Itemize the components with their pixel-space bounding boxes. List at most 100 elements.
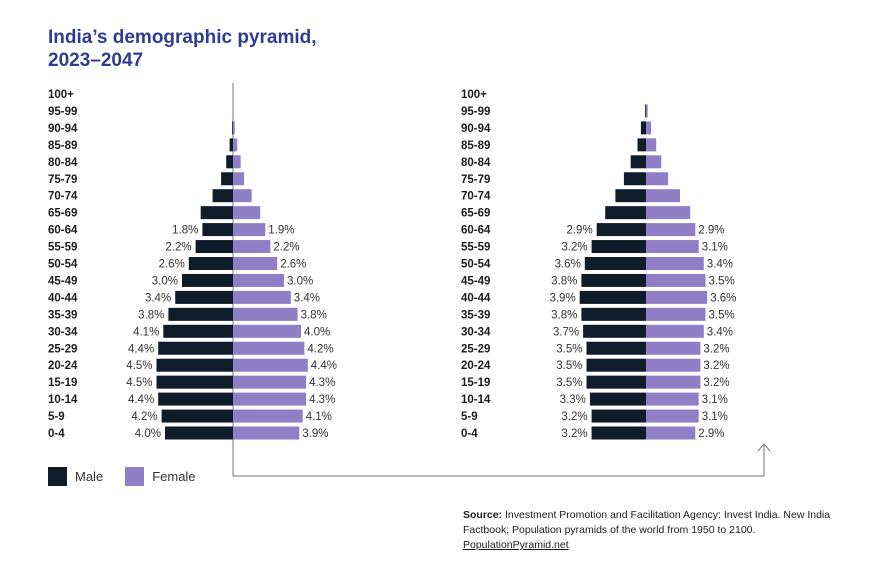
male-value-label: 4.4% xyxy=(128,394,154,406)
female-bar xyxy=(233,189,252,203)
male-bar xyxy=(640,121,646,135)
male-bar xyxy=(605,206,646,220)
female-bar xyxy=(646,341,701,355)
male-bar xyxy=(586,358,646,372)
female-bar xyxy=(646,392,699,406)
female-bar xyxy=(646,290,708,304)
age-label: 15-19 xyxy=(461,377,490,389)
age-label: 0-4 xyxy=(48,428,65,440)
male-bar xyxy=(589,392,646,406)
age-label: 65-69 xyxy=(461,208,490,220)
age-label: 5-9 xyxy=(461,411,478,423)
female-bar xyxy=(646,104,648,118)
male-bar xyxy=(158,341,233,355)
male-bar xyxy=(583,324,646,338)
male-bar xyxy=(637,138,646,152)
age-label: 55-59 xyxy=(461,242,490,254)
male-bar xyxy=(175,290,233,304)
male-bar xyxy=(591,409,646,423)
female-value-label: 4.3% xyxy=(309,377,335,389)
age-label: 85-89 xyxy=(48,140,77,152)
female-bar xyxy=(233,121,235,135)
age-label: 85-89 xyxy=(461,140,490,152)
female-bar xyxy=(646,273,706,287)
female-value-label: 3.5% xyxy=(709,275,735,287)
female-bar xyxy=(233,392,307,406)
male-bar xyxy=(581,307,646,321)
female-value-label: 3.4% xyxy=(707,259,733,271)
male-bar xyxy=(596,223,646,237)
female-bar xyxy=(233,358,308,372)
female-bar xyxy=(646,206,691,220)
male-bar xyxy=(645,104,646,118)
age-label: 5-9 xyxy=(48,411,65,423)
male-bar xyxy=(200,206,233,220)
source-link[interactable]: PopulationPyramid.net xyxy=(463,539,569,551)
female-bar xyxy=(233,307,298,321)
female-bar xyxy=(646,307,706,321)
age-label: 100+ xyxy=(461,89,487,101)
female-bar xyxy=(233,273,284,287)
female-value-label: 3.5% xyxy=(709,309,735,321)
male-bar xyxy=(212,189,233,203)
age-label: 35-39 xyxy=(461,309,490,321)
pyramid-2023: 100+ 95-99 90-94 85-89 80-84 75-79 70-74 65-69 6… xyxy=(48,89,337,440)
female-value-label: 3.2% xyxy=(703,360,729,372)
age-label: 70-74 xyxy=(461,191,491,203)
female-bar xyxy=(646,426,696,440)
female-value-label: 3.0% xyxy=(287,275,313,287)
age-label: 45-49 xyxy=(48,275,77,287)
male-value-label: 3.2% xyxy=(561,411,587,423)
male-bar xyxy=(630,155,646,169)
male-bar xyxy=(202,223,233,237)
male-bar xyxy=(165,426,233,440)
female-value-label: 4.4% xyxy=(311,360,337,372)
age-label: 75-79 xyxy=(461,174,490,186)
age-label: 35-39 xyxy=(48,309,77,321)
female-bar xyxy=(646,257,704,270)
male-value-label: 1.8% xyxy=(172,225,198,237)
male-bar xyxy=(586,341,646,355)
male-value-label: 2.9% xyxy=(566,225,592,237)
female-bar xyxy=(233,290,291,304)
age-label: 70-74 xyxy=(48,191,78,203)
female-bar xyxy=(646,324,704,338)
female-bar xyxy=(233,138,238,152)
age-label: 95-99 xyxy=(461,106,490,118)
male-bar xyxy=(195,240,233,254)
male-bar xyxy=(229,138,233,152)
legend-female-swatch xyxy=(125,467,145,486)
male-value-label: 4.5% xyxy=(126,360,152,372)
age-label: 60-64 xyxy=(461,225,491,237)
male-value-label: 3.2% xyxy=(561,242,587,254)
male-bar xyxy=(188,257,233,270)
male-value-label: 3.6% xyxy=(555,259,581,271)
male-bar xyxy=(581,273,646,287)
male-bar xyxy=(579,290,646,304)
female-value-label: 3.9% xyxy=(302,428,328,440)
chart-title: India’s demographic pyramid, 2023–2047 xyxy=(48,27,317,71)
female-value-label: 3.8% xyxy=(301,309,327,321)
male-value-label: 2.6% xyxy=(159,259,185,271)
male-value-label: 3.8% xyxy=(551,275,577,287)
age-label: 25-29 xyxy=(48,343,77,355)
female-bar xyxy=(646,223,696,237)
female-bar xyxy=(646,358,701,372)
female-bar xyxy=(233,341,305,355)
age-label: 80-84 xyxy=(461,157,491,169)
male-value-label: 3.5% xyxy=(556,343,582,355)
age-label: 25-29 xyxy=(461,343,490,355)
female-bar xyxy=(646,189,680,203)
male-bar xyxy=(586,375,646,389)
legend-male-label: Male xyxy=(75,469,104,484)
age-label: 80-84 xyxy=(48,157,78,169)
female-bar xyxy=(646,409,699,423)
female-value-label: 2.9% xyxy=(698,428,724,440)
male-bar xyxy=(161,409,233,423)
age-label: 100+ xyxy=(48,89,74,101)
female-value-label: 2.9% xyxy=(698,225,724,237)
female-bar xyxy=(646,121,652,135)
male-value-label: 3.8% xyxy=(138,309,164,321)
source-note: Source: Investment Promotion and Facilit… xyxy=(463,508,833,553)
female-value-label: 2.6% xyxy=(280,259,306,271)
